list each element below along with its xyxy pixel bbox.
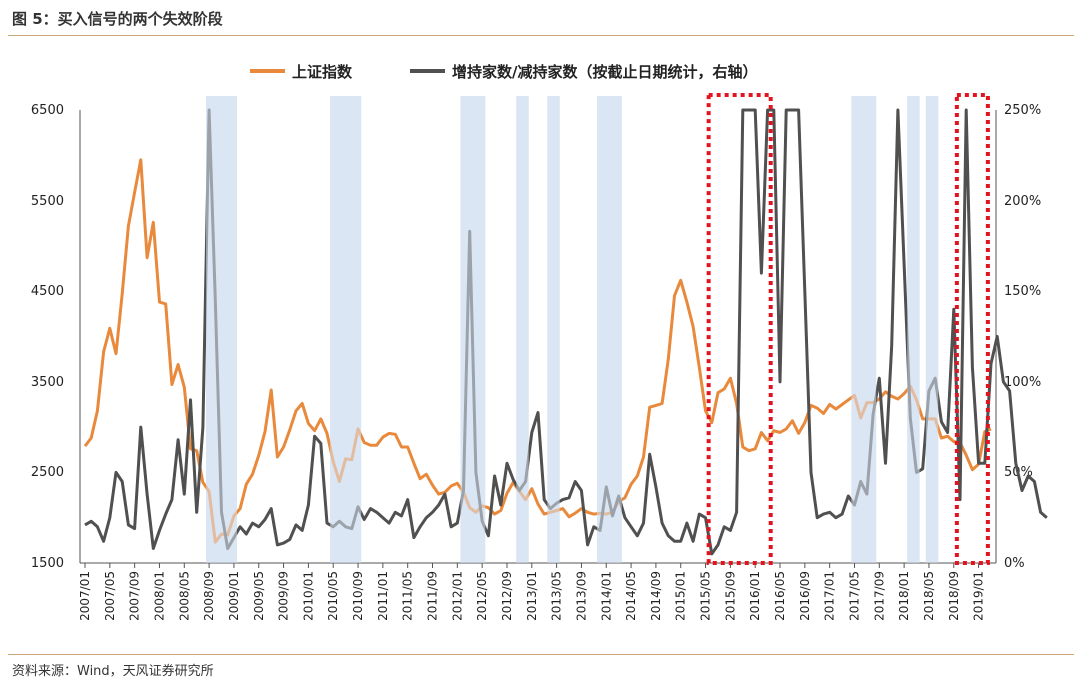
x-tick-label: 2015/05 bbox=[699, 571, 713, 621]
source-rule bbox=[8, 654, 1074, 655]
x-tick-label: 2012/01 bbox=[450, 571, 464, 621]
legend-label-index: 上证指数 bbox=[292, 63, 353, 81]
shaded-period-overlay bbox=[851, 96, 877, 563]
series-lines bbox=[83, 96, 1048, 563]
x-tick-label: 2013/01 bbox=[525, 571, 539, 621]
x-tick-label: 2013/09 bbox=[574, 571, 588, 621]
x-tick-label: 2009/09 bbox=[277, 571, 291, 621]
right-tick-label: 250% bbox=[1004, 103, 1041, 118]
shaded-period-overlay bbox=[206, 96, 238, 563]
right-tick-label: 0% bbox=[1004, 556, 1025, 571]
x-axis-ticks: 2007/01 2007/05 2007/09 2008/01 2008/05 2008/… bbox=[78, 563, 986, 621]
x-tick-label: 2015/09 bbox=[723, 571, 737, 621]
left-tick-label: 1500 bbox=[31, 556, 64, 571]
shaded-period-overlay bbox=[547, 96, 560, 563]
x-tick-label: 2011/01 bbox=[376, 571, 390, 621]
left-axis: 1500 2500 3500 4500 5500 6500 bbox=[31, 103, 81, 571]
x-tick-label: 2012/09 bbox=[500, 571, 514, 621]
series-line-ratio bbox=[84, 108, 1048, 556]
x-tick-label: 2016/05 bbox=[773, 571, 787, 621]
legend: 上证指数 增持家数/减持家数（按截止日期统计，右轴） bbox=[250, 63, 757, 81]
x-tick-label: 2017/09 bbox=[872, 571, 886, 621]
legend-label-ratio: 增持家数/减持家数（按截止日期统计，右轴） bbox=[452, 63, 757, 81]
x-tick-label: 2010/05 bbox=[326, 571, 340, 621]
left-tick-label: 4500 bbox=[31, 284, 64, 299]
x-tick-label: 2014/09 bbox=[649, 571, 663, 621]
x-tick-label: 2015/01 bbox=[674, 571, 688, 621]
shaded-period-overlay bbox=[907, 96, 920, 563]
x-tick-label: 2017/05 bbox=[847, 571, 861, 621]
left-tick-label: 5500 bbox=[31, 194, 64, 209]
x-tick-label: 2010/09 bbox=[351, 571, 365, 621]
left-tick-label: 6500 bbox=[31, 103, 64, 118]
figure-title: 图 5：买入信号的两个失效阶段 bbox=[12, 10, 223, 28]
x-tick-label: 2017/01 bbox=[823, 571, 837, 621]
x-tick-label: 2016/01 bbox=[748, 571, 762, 621]
x-tick-label: 2014/01 bbox=[599, 571, 613, 621]
shaded-period-overlay bbox=[460, 96, 486, 563]
left-tick-label: 2500 bbox=[31, 465, 64, 480]
x-tick-label: 2012/05 bbox=[475, 571, 489, 621]
highlight-box bbox=[954, 93, 990, 565]
shaded-period-overlay bbox=[330, 96, 362, 563]
right-tick-label: 200% bbox=[1004, 194, 1041, 209]
right-tick-label: 100% bbox=[1004, 375, 1041, 390]
x-tick-label: 2009/01 bbox=[227, 571, 241, 621]
x-tick-label: 2013/05 bbox=[550, 571, 564, 621]
x-tick-label: 2018/05 bbox=[922, 571, 936, 621]
highlight-box bbox=[706, 93, 773, 565]
x-tick-label: 2007/09 bbox=[128, 571, 142, 621]
x-tick-label: 2011/09 bbox=[426, 571, 440, 621]
x-tick-label: 2008/09 bbox=[202, 571, 216, 621]
x-tick-label: 2014/05 bbox=[624, 571, 638, 621]
title-rule bbox=[8, 35, 1074, 36]
shaded-period-overlay bbox=[596, 96, 622, 563]
highlight-boxes bbox=[706, 93, 990, 565]
x-tick-label: 2019/01 bbox=[972, 571, 986, 621]
shaded-period-overlay bbox=[925, 96, 939, 563]
x-tick-label: 2011/05 bbox=[401, 571, 415, 621]
x-tick-label: 2018/01 bbox=[897, 571, 911, 621]
x-tick-label: 2007/01 bbox=[78, 571, 92, 621]
source-note: 资料来源：Wind，天风证券研究所 bbox=[12, 664, 214, 679]
shaded-period-overlay bbox=[516, 96, 529, 563]
right-tick-label: 150% bbox=[1004, 284, 1041, 299]
right-axis: 0% 50% 100% 150% 200% 250% bbox=[995, 103, 1041, 571]
x-tick-label: 2018/09 bbox=[947, 571, 961, 621]
x-tick-label: 2010/01 bbox=[301, 571, 315, 621]
x-tick-label: 2016/09 bbox=[798, 571, 812, 621]
left-tick-label: 3500 bbox=[31, 375, 64, 390]
x-tick-label: 2009/05 bbox=[252, 571, 266, 621]
x-tick-label: 2007/05 bbox=[103, 571, 117, 621]
x-tick-label: 2008/01 bbox=[152, 571, 166, 621]
x-tick-label: 2008/05 bbox=[177, 571, 191, 621]
